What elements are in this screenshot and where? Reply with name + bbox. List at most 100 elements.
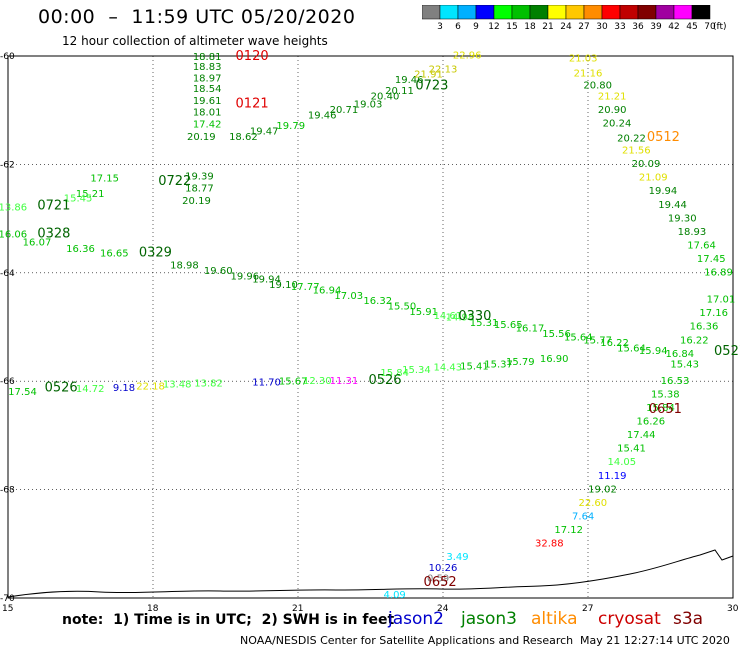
swh-observation: 17.77 <box>291 282 320 293</box>
swh-observation: 13.82 <box>194 379 223 390</box>
color-scale-tick: 42 <box>668 22 680 32</box>
color-scale-bar <box>422 5 711 20</box>
swh-observation: 4.09 <box>384 590 406 601</box>
swh-observation: 19.44 <box>658 200 687 211</box>
lat-tick-label: -62 <box>0 160 15 170</box>
pass-time-label: 0329 <box>139 246 172 261</box>
swh-observation: 15.67 <box>279 376 308 387</box>
swh-observation: 17.42 <box>193 120 222 131</box>
map-frame <box>7 55 734 599</box>
swh-observation: 22.60 <box>579 498 608 509</box>
swh-observation: 16.53 <box>661 376 690 387</box>
swh-observation: 15.64 <box>564 333 593 344</box>
color-scale-tick: 33 <box>614 22 626 32</box>
satellite-legend-cryosat: cryosat <box>598 609 661 629</box>
swh-observation: 16.26 <box>637 417 666 428</box>
lon-tick-label: 27 <box>582 604 593 614</box>
satellite-legend-s3a: s3a <box>673 609 704 629</box>
swh-observation: 22.18 <box>136 381 165 392</box>
swh-observation: 21.21 <box>598 91 627 102</box>
pass-time-label: 0512 <box>647 130 680 145</box>
swh-observation: 19.61 <box>193 96 222 107</box>
swh-observation: 18.97 <box>193 73 222 84</box>
swh-observation: 16.22 <box>600 338 629 349</box>
color-scale-tick: 27 <box>578 22 590 32</box>
color-scale-tick: 36 <box>632 22 644 32</box>
swh-observation: 17.15 <box>90 174 119 185</box>
swh-observation: 17.45 <box>697 254 726 265</box>
swh-observation: 15.34 <box>402 365 431 376</box>
swh-observation: 15.65 <box>494 320 523 331</box>
swh-observation: 19.96 <box>231 271 260 282</box>
color-swatch <box>691 5 711 20</box>
swh-observation: 15.91 <box>409 307 438 318</box>
swh-observation: 21.09 <box>639 173 668 184</box>
swh-observation: 22.96 <box>453 51 482 62</box>
swh-observation: 18.93 <box>678 227 707 238</box>
color-scale-tick: 18 <box>524 22 536 32</box>
swh-observation: 20.09 <box>632 159 661 170</box>
swh-observation: 15.64 <box>617 343 646 354</box>
swh-observation: 17.64 <box>687 240 716 251</box>
color-scale-tick: 30 <box>596 22 608 32</box>
satellite-legend-jason2: jason2 <box>388 609 444 629</box>
pass-time-label: 0120 <box>236 49 269 64</box>
color-scale-tick: 39 <box>650 22 662 32</box>
swh-observation: 21.03 <box>569 53 598 64</box>
swh-observation: 16.36 <box>66 244 95 255</box>
pass-time-label: 0330 <box>458 309 491 324</box>
swh-observation: 11.70 <box>252 378 281 389</box>
swh-observation: 15.56 <box>542 329 571 340</box>
swh-observation: 16.84 <box>666 349 695 360</box>
page-subtitle: 12 hour collection of altimeter wave hei… <box>62 34 328 48</box>
coastline <box>7 549 734 598</box>
swh-observation: 15.37 <box>484 360 513 371</box>
pass-time-label: 0722 <box>158 174 191 189</box>
color-scale-unit: (ft) <box>713 22 727 32</box>
swh-observation: 9.18 <box>113 383 135 394</box>
swh-observation: 15.50 <box>388 302 417 313</box>
swh-observation: 21.91 <box>414 70 443 81</box>
swh-observation: 18.54 <box>193 84 222 95</box>
satellite-legend-altika: altika <box>531 609 578 629</box>
swh-observation: 13.48 <box>163 380 192 391</box>
swh-observation: 14.61 <box>434 311 463 322</box>
swh-observation: 18.62 <box>229 132 258 143</box>
swh-observation: 10.26 <box>429 563 458 574</box>
color-scale-tick: 15 <box>506 22 518 32</box>
swh-observation: 16.94 <box>313 285 342 296</box>
swh-observation: 21.16 <box>574 69 603 80</box>
swh-observation: 11.31 <box>330 376 359 387</box>
swh-observation: 20.80 <box>583 81 612 92</box>
swh-observation: 16.65 <box>100 249 129 260</box>
swh-observation: 20.24 <box>603 118 632 129</box>
swh-observation: 18.81 <box>193 52 222 63</box>
swh-observation: 12.30 <box>303 376 332 387</box>
swh-observation: 19.94 <box>649 186 678 197</box>
swh-observation: 20.71 <box>330 105 359 116</box>
swh-observation: 16.32 <box>363 296 392 307</box>
swh-observation: 19.47 <box>250 127 279 138</box>
swh-observation: 21.56 <box>622 146 651 157</box>
swh-observation: 18.83 <box>193 62 222 73</box>
swh-observation: 18.98 <box>170 260 199 271</box>
swh-observation: 20.40 <box>371 91 400 102</box>
color-scale-tick: 45 <box>686 22 698 32</box>
swh-observation: 14.43 <box>434 362 463 373</box>
swh-observation: 0.59 <box>427 574 449 585</box>
swh-observation: 3.49 <box>446 552 468 563</box>
lon-tick-label: 21 <box>292 604 303 614</box>
swh-observation: 14.98 <box>446 312 475 323</box>
swh-observation: 19.10 <box>269 280 298 291</box>
pass-time-label: 0527 <box>714 344 740 359</box>
swh-observation: 16.90 <box>540 354 569 365</box>
swh-observation: 15.94 <box>639 346 668 357</box>
swh-observation: 19.60 <box>204 266 233 277</box>
swh-observation: 18.01 <box>193 108 222 119</box>
swh-observation: 19.03 <box>354 99 383 110</box>
pass-time-label: 0526 <box>368 373 401 388</box>
color-scale-tick: 6 <box>455 22 461 32</box>
swh-observation: 22.13 <box>429 64 458 75</box>
swh-observation: 15.77 <box>583 335 612 346</box>
